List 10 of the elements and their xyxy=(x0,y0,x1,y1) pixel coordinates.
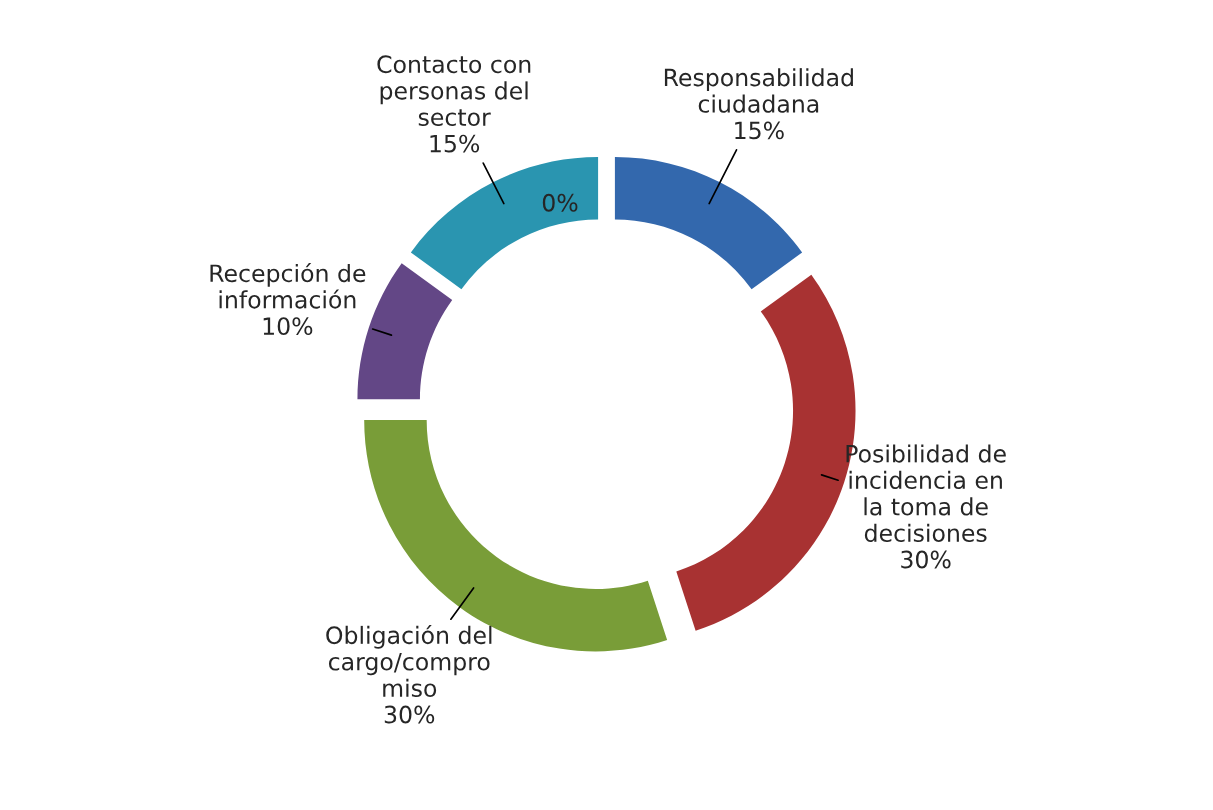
data-label: 30% xyxy=(901,550,951,569)
slice-label: Responsabilidad ciudadana xyxy=(664,68,853,113)
data-label: 30% xyxy=(384,705,435,724)
slice-label: Contacto con personas del sector xyxy=(377,55,531,127)
data-label: 15% xyxy=(430,134,480,153)
slice-label: Recepción de información xyxy=(210,262,366,309)
text: 0% xyxy=(542,193,578,212)
data-label: 10% xyxy=(263,317,313,336)
data-label: 15% xyxy=(735,121,784,140)
slice-label: Obligación del cargo/compro miso xyxy=(326,624,492,698)
